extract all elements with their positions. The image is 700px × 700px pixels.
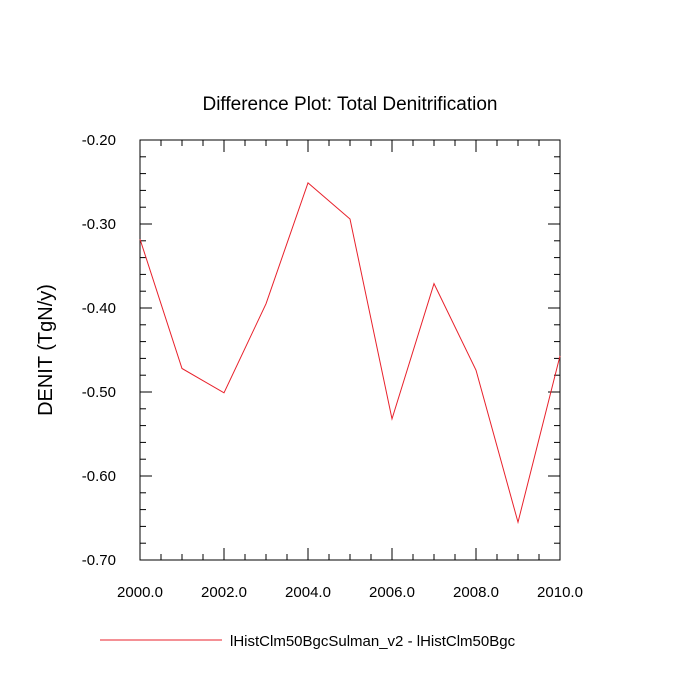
x-tick-label: 2006.0 bbox=[369, 584, 415, 601]
y-tick-label: -0.60 bbox=[82, 468, 116, 485]
legend-label: lHistClm50BgcSulman_v2 - lHistClm50Bgc bbox=[230, 633, 516, 650]
y-tick-label: -0.20 bbox=[82, 132, 116, 149]
chart-title: Difference Plot: Total Denitrification bbox=[202, 94, 497, 115]
x-tick-label: 2010.0 bbox=[537, 584, 583, 601]
x-tick-label: 2008.0 bbox=[453, 584, 499, 601]
y-tick-label: -0.30 bbox=[82, 216, 116, 233]
x-tick-label: 2002.0 bbox=[201, 584, 247, 601]
series-line bbox=[139, 181, 561, 525]
plot-axes bbox=[139, 139, 561, 561]
y-axis-label: DENIT (TgN/y) bbox=[35, 284, 57, 416]
axis-ticks: 2000.0 2002.0 2004.0 2006.0 2008.0 2010.0 -0.2… bbox=[82, 132, 583, 601]
plot-frame bbox=[139, 139, 561, 561]
legend: lHistClm50BgcSulman_v2 - lHistClm50Bgc bbox=[100, 633, 516, 650]
x-tick-label: 2000.0 bbox=[117, 584, 163, 601]
y-tick-label: -0.40 bbox=[82, 300, 116, 317]
y-tick-label: -0.70 bbox=[82, 552, 116, 569]
x-tick-label: 2004.0 bbox=[285, 584, 331, 601]
y-tick-label: -0.50 bbox=[82, 384, 116, 401]
series-lines bbox=[139, 181, 561, 525]
